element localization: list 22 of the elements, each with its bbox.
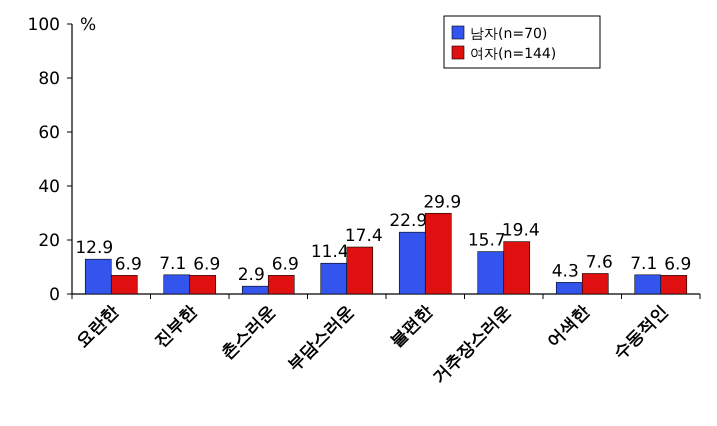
data-label: 6.9 xyxy=(664,254,692,274)
data-label: 4.3 xyxy=(552,261,579,282)
data-label: 7.6 xyxy=(586,252,613,272)
data-label: 7.1 xyxy=(159,254,186,274)
y-tick-label: 80 xyxy=(38,69,60,89)
data-label: 22.9 xyxy=(389,211,428,232)
y-axis-title: % xyxy=(80,15,96,35)
data-label: 6.9 xyxy=(114,254,142,274)
y-tick-label: 40 xyxy=(38,177,60,197)
data-label: 6.9 xyxy=(272,254,299,274)
data-label: 15.7 xyxy=(468,230,506,251)
y-tick-label: 0 xyxy=(49,285,60,305)
y-tick-label: 100 xyxy=(28,15,60,35)
legend-label: 남자(n=70) xyxy=(470,26,548,42)
y-tick-label: 60 xyxy=(38,123,60,143)
data-label: 6.9 xyxy=(193,254,220,274)
legend-label: 여자(n=144) xyxy=(470,46,556,62)
data-label: 29.9 xyxy=(423,192,462,212)
data-label: 12.9 xyxy=(75,238,114,258)
y-tick-label: 20 xyxy=(38,231,60,251)
data-label: 7.1 xyxy=(630,254,658,274)
data-label: 2.9 xyxy=(238,265,265,286)
